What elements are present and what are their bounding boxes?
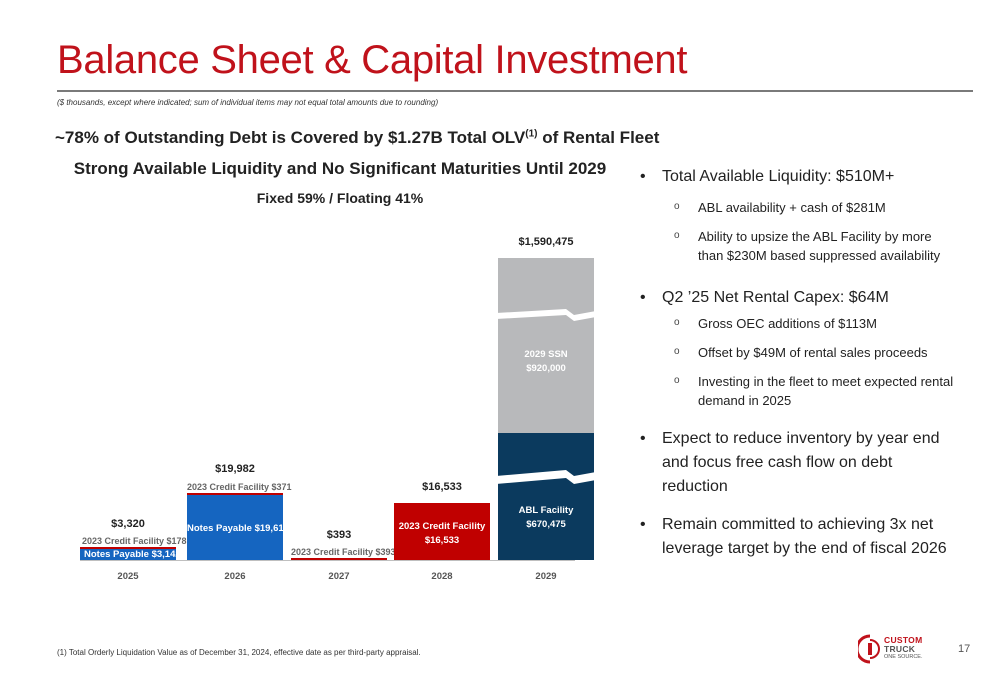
- total-label-2029: $1,590,475: [518, 236, 574, 248]
- footnote: (1) Total Orderly Liquidation Value as o…: [57, 648, 421, 657]
- subbullet-circle-icon: o: [674, 346, 680, 357]
- axis-break-mark-upper: [496, 309, 596, 321]
- x-axis-line: [80, 560, 575, 561]
- subbullet-circle-icon: o: [674, 375, 680, 386]
- logo-text-one-source: ONE SOURCE.: [884, 654, 923, 660]
- bullet-dot-icon: •: [640, 516, 646, 533]
- units-note: ($ thousands, except where indicated; su…: [57, 98, 439, 107]
- total-label-2025: $3,320: [111, 518, 145, 530]
- axis-break-mark-lower: [496, 470, 596, 484]
- bar-2027-credit-facility: [291, 558, 387, 560]
- segment-label-2028-credit: 2023 Credit Facility $16,533: [398, 521, 486, 546]
- bar-2026-credit-facility: [187, 493, 283, 495]
- bullet-dot-icon: •: [640, 289, 646, 306]
- total-label-2027: $393: [326, 529, 352, 541]
- segment-label-2026-notes: Notes Payable $19,611: [187, 523, 289, 534]
- bar-2029-abl-facility: [498, 433, 594, 560]
- page-number: 17: [958, 643, 971, 655]
- total-label-2026: $19,982: [215, 463, 255, 475]
- segment-label-2025-credit: 2023 Credit Facility $178: [82, 536, 187, 546]
- bar-2025-notes-payable: [80, 549, 176, 560]
- logo-text-custom: CUSTOM: [884, 635, 923, 645]
- x-tick-2025: 2025: [117, 571, 139, 582]
- total-label-2028: $16,533: [422, 481, 462, 493]
- segment-label-2026-credit: 2023 Credit Facility $371: [187, 482, 292, 492]
- logo-mark-icon: [858, 634, 880, 664]
- title-divider: [57, 90, 973, 92]
- segment-label-2025-notes: Notes Payable $3,142: [84, 549, 181, 560]
- logo-text-truck: TRUCK: [884, 644, 916, 654]
- bar-2029-ssn: [498, 258, 594, 433]
- x-tick-2029: 2029: [535, 571, 557, 582]
- x-tick-2026: 2026: [224, 571, 246, 582]
- footnote-marker: (1): [525, 128, 538, 140]
- subbullet-circle-icon: o: [674, 317, 680, 328]
- x-tick-2028: 2028: [431, 571, 453, 582]
- chart-heading-coverage: ~78% of Outstanding Debt is Covered by $…: [55, 128, 660, 147]
- chart-heading-liquidity: Strong Available Liquidity and No Signif…: [73, 159, 607, 178]
- bar-2028-credit-facility: [394, 503, 490, 560]
- segment-label-2027-credit: 2023 Credit Facility $393: [291, 547, 396, 557]
- page-title: Balance Sheet & Capital Investment: [57, 38, 688, 82]
- custom-truck-logo: CUSTOM TRUCK ONE SOURCE.: [858, 634, 938, 664]
- subbullet-circle-icon: o: [674, 201, 680, 212]
- chart-heading-fixed-floating: Fixed 59% / Floating 41%: [256, 190, 424, 206]
- segment-label-2029-ssn: 2029 SSN $920,000: [524, 349, 568, 374]
- bullet-dot-icon: •: [640, 168, 646, 185]
- bar-2025-credit-facility: [80, 547, 176, 549]
- bar-2026-notes-payable: [187, 495, 283, 560]
- subbullet-circle-icon: o: [674, 230, 680, 241]
- segment-label-2029-abl: ABL Facility $670,475: [518, 505, 574, 530]
- bullet-dot-icon: •: [640, 430, 646, 447]
- x-tick-2027: 2027: [328, 571, 350, 582]
